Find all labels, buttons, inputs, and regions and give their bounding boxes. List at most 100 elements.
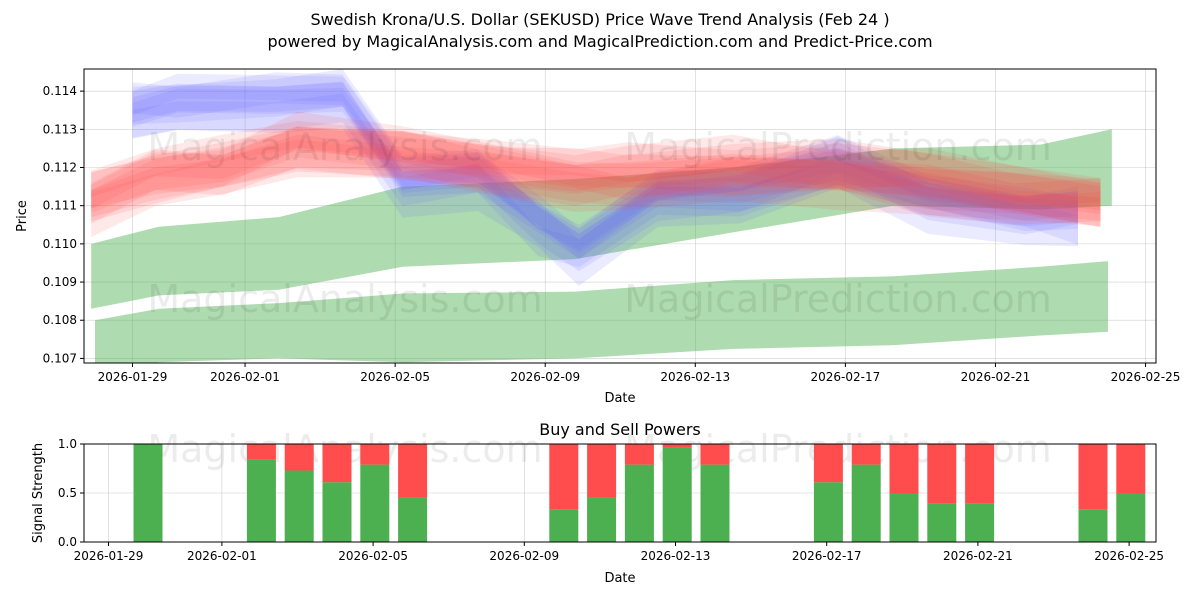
watermark-prediction-top: MagicalPrediction.com — [624, 125, 1052, 169]
price-x-tick-label: 2026-02-05 — [360, 370, 430, 384]
sell-power-bar — [662, 444, 692, 448]
blue-wave-band — [132, 72, 1078, 259]
green-channel-band — [91, 129, 1112, 309]
price-y-axis-label: Price — [15, 200, 30, 232]
red-wave-band — [91, 139, 1101, 225]
buy-power-bar — [662, 447, 692, 542]
blue-wave-band — [132, 73, 1078, 250]
price-y-tick-label: 0.108 — [43, 313, 77, 327]
red-wave-band — [91, 126, 1101, 210]
buy-power-bar — [1116, 493, 1146, 542]
sell-power-bar — [360, 444, 390, 465]
price-wave-plot: MagicalAnalysis.com MagicalPrediction.co… — [15, 68, 1181, 406]
buy-power-bar — [889, 493, 919, 542]
buy-power-bar — [851, 464, 881, 542]
sell-power-bar — [549, 444, 579, 510]
buy-sell-x-tick-label: 2026-01-29 — [74, 549, 144, 563]
buy-sell-x-tick-label: 2026-02-01 — [187, 549, 257, 563]
price-bands — [91, 69, 1112, 363]
price-y-tick-label: 0.113 — [43, 122, 77, 136]
red-wave-band — [91, 127, 1101, 227]
chart-title-line2: powered by MagicalAnalysis.com and Magic… — [267, 32, 932, 51]
sell-power-bar — [1078, 444, 1108, 510]
buy-power-bar — [398, 497, 428, 542]
buy-power-bar — [624, 464, 654, 542]
price-x-tick-label: 2026-02-13 — [660, 370, 730, 384]
sell-power-bar — [700, 444, 730, 465]
buy-sell-x-tick-label: 2026-02-25 — [1094, 549, 1164, 563]
red-wave-band — [91, 120, 1101, 211]
buy-sell-x-axis-label: Date — [604, 571, 635, 586]
chart-title-line1: Swedish Krona/U.S. Dollar (SEKUSD) Price… — [310, 10, 889, 29]
buy-power-bar — [549, 509, 579, 542]
buy-power-bar — [133, 444, 163, 542]
price-y-tick-label: 0.112 — [43, 161, 77, 175]
price-x-tick-label: 2026-01-29 — [98, 370, 168, 384]
buy-sell-x-tick-label: 2026-02-13 — [641, 549, 711, 563]
buy-power-bar — [246, 459, 276, 542]
price-y-tick-label: 0.110 — [43, 237, 77, 251]
red-wave-band — [91, 130, 1101, 238]
price-x-axis-label: Date — [604, 391, 635, 406]
red-wave-band — [91, 134, 1101, 221]
price-x-tick-label: 2026-02-17 — [811, 370, 881, 384]
red-wave-band — [91, 111, 1101, 215]
buy-power-bar — [965, 503, 995, 542]
buy-sell-y-tick-label: 0.5 — [58, 486, 77, 500]
price-x-tick-label: 2026-02-25 — [1111, 370, 1181, 384]
sell-power-bar — [927, 444, 957, 504]
sell-power-bar — [851, 444, 881, 465]
price-grid — [84, 69, 1156, 363]
sell-power-bar — [284, 444, 314, 471]
price-y-tick-label: 0.109 — [43, 275, 77, 289]
sell-power-bar — [587, 444, 617, 498]
watermark-prediction-mid: MagicalPrediction.com — [624, 277, 1052, 321]
buy-sell-title: Buy and Sell Powers — [539, 420, 701, 439]
blue-wave-band — [132, 87, 1078, 253]
sell-power-bar — [398, 444, 428, 498]
buy-sell-y-tick-label: 0.0 — [58, 535, 77, 549]
blue-wave-band — [132, 82, 1078, 286]
buy-sell-y-tick-label: 1.0 — [58, 437, 77, 451]
buy-sell-x-ticks: 2026-01-29 2026-02-01 2026-02-05 2026-02-09… — [74, 542, 1164, 563]
buy-sell-x-tick-label: 2026-02-21 — [943, 549, 1013, 563]
buy-sell-x-tick-label: 2026-02-17 — [792, 549, 862, 563]
sell-power-bar — [322, 444, 352, 483]
buy-sell-x-tick-label: 2026-02-05 — [338, 549, 408, 563]
blue-wave-band — [132, 81, 1078, 259]
sell-power-bar — [624, 444, 654, 465]
sell-power-bar — [1116, 444, 1146, 493]
buy-sell-y-ticks: 0.0 0.5 1.0 — [58, 437, 84, 549]
buy-power-bar — [360, 464, 390, 542]
buy-power-bar — [927, 503, 957, 542]
price-y-ticks: 0.107 0.108 0.109 0.110 0.111 0.112 0.113 0.114 — [43, 84, 84, 365]
buy-power-bar — [322, 482, 352, 542]
sell-power-bar — [246, 444, 276, 460]
blue-wave-band — [132, 93, 1078, 268]
buy-power-bar — [700, 464, 730, 542]
blue-wave-band — [132, 69, 1078, 272]
price-bands-clipped — [91, 69, 1112, 363]
buy-sell-y-axis-label: Signal Strength — [31, 443, 46, 543]
sell-power-bar — [965, 444, 995, 504]
red-wave-band — [91, 126, 1101, 228]
price-x-tick-label: 2026-02-21 — [961, 370, 1031, 384]
sell-power-bar — [889, 444, 919, 493]
buy-power-bar — [813, 482, 843, 542]
buy-power-bar — [284, 470, 314, 542]
buy-power-bar — [587, 497, 617, 542]
buy-sell-x-tick-label: 2026-02-09 — [489, 549, 559, 563]
watermark-analysis-mid: MagicalAnalysis.com — [147, 277, 542, 321]
watermark-analysis-top: MagicalAnalysis.com — [147, 125, 542, 169]
buy-power-bar — [1078, 509, 1108, 542]
price-x-tick-label: 2026-02-01 — [210, 370, 280, 384]
buy-sell-plot: Buy and Sell Powers MagicalAnalysis.com … — [31, 420, 1164, 586]
price-x-ticks: 2026-01-29 2026-02-01 2026-02-05 2026-02-09… — [98, 363, 1181, 384]
price-y-tick-label: 0.107 — [43, 351, 77, 365]
price-plot-frame — [83, 68, 1157, 364]
sell-power-bar — [813, 444, 843, 483]
price-x-tick-label: 2026-02-09 — [510, 370, 580, 384]
price-y-tick-label: 0.111 — [43, 199, 77, 213]
price-y-tick-label: 0.114 — [43, 84, 77, 98]
